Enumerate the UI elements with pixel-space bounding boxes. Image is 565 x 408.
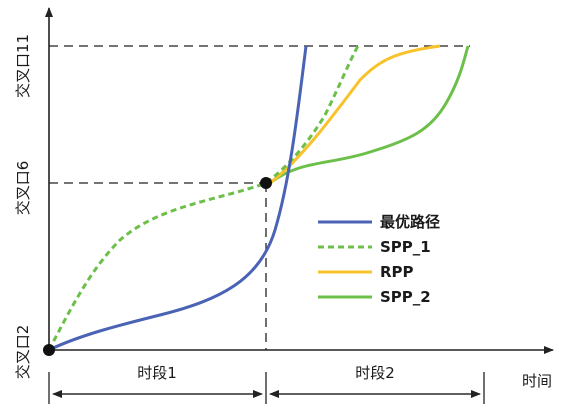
legend-label-spp-1: SPP_1 bbox=[380, 238, 431, 256]
curve-spp-2 bbox=[269, 45, 470, 185]
x-axis-label: 时间 bbox=[522, 372, 552, 390]
legend-label-optimal-path: 最优路径 bbox=[380, 213, 440, 231]
segment-1-label: 时段1 bbox=[137, 364, 177, 382]
legend: 最优路径 SPP_1 RPP SPP_2 bbox=[318, 213, 440, 306]
curve-rpp bbox=[269, 44, 441, 185]
node-start bbox=[43, 344, 55, 356]
legend-label-rpp: RPP bbox=[380, 263, 414, 281]
y-label-bottom: 交叉口2 bbox=[14, 325, 32, 380]
y-label-top: 交叉口11 bbox=[14, 34, 32, 98]
segment-2-label: 时段2 bbox=[355, 364, 395, 382]
y-label-middle: 交叉口6 bbox=[14, 161, 32, 216]
node-intersection-6 bbox=[260, 177, 272, 189]
curve-spp-1 bbox=[47, 45, 360, 351]
legend-label-spp-2: SPP_2 bbox=[380, 288, 431, 306]
curve-optimal-path bbox=[48, 45, 308, 352]
